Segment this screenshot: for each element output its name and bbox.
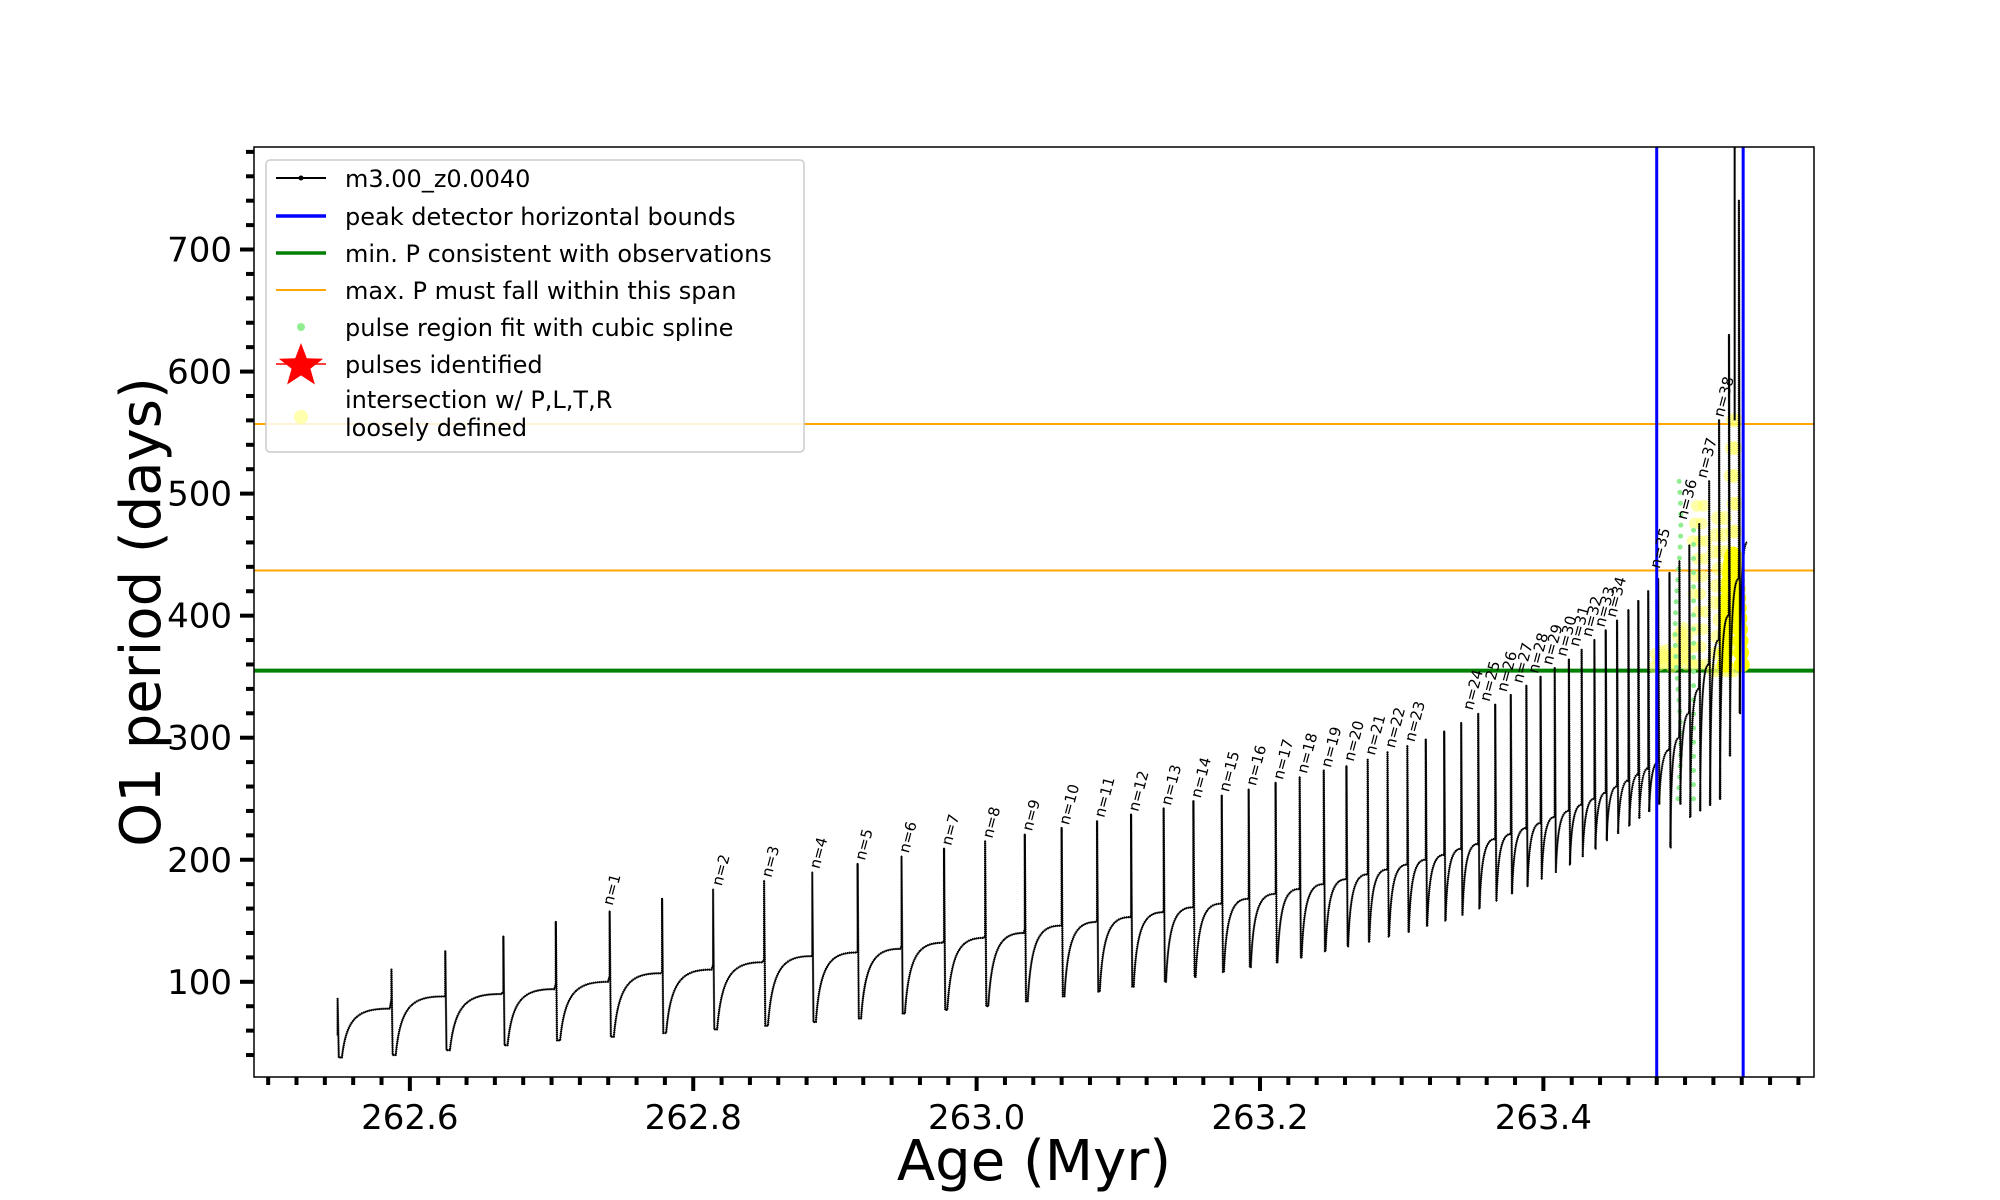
spline-marker: [1677, 544, 1683, 550]
legend-label-min-p: min. P consistent with observations: [345, 240, 772, 268]
y-axis: 100 200 300 400 500 600 700: [167, 149, 254, 1058]
legend-swatch-intersection: [294, 410, 308, 424]
spline-marker: [1691, 598, 1697, 604]
spline-marker: [1678, 522, 1684, 528]
intersection-marker: [1681, 630, 1694, 643]
spline-marker: [1673, 664, 1679, 670]
x-tick-label: 262.6: [361, 1098, 458, 1138]
spline-marker: [1691, 584, 1697, 590]
intersection-marker: [1728, 524, 1743, 539]
spline-marker: [1691, 683, 1697, 689]
spline-marker: [1676, 555, 1682, 561]
spline-marker: [1674, 588, 1680, 594]
spline-marker: [1676, 478, 1682, 484]
spline-marker: [1691, 782, 1697, 788]
spline-marker: [1672, 632, 1678, 638]
legend-label-peak-bounds: peak detector horizontal bounds: [345, 203, 736, 231]
legend-label-max-p: max. P must fall within this span: [345, 277, 736, 305]
x-tick-label: 263.2: [1211, 1098, 1308, 1138]
y-tick-label: 400: [167, 597, 232, 637]
spline-marker: [1691, 541, 1697, 547]
spline-marker: [1691, 555, 1697, 561]
y-tick-label: 200: [167, 841, 232, 881]
spline-marker: [1691, 767, 1697, 773]
spline-marker: [1677, 489, 1683, 495]
x-tick-label: 262.8: [645, 1098, 742, 1138]
legend-swatch-series-point: [298, 175, 304, 181]
spline-marker: [1691, 640, 1697, 646]
vertical-bound-lines: [1655, 147, 1745, 1077]
legend: m3.00_z0.0040 peak detector horizontal b…: [265, 159, 805, 453]
spline-marker: [1691, 669, 1697, 675]
y-tick-label: 600: [167, 353, 232, 393]
spline-marker: [1672, 621, 1678, 627]
intersection-marker: [1698, 552, 1711, 565]
legend-label-spline: pulse region fit with cubic spline: [345, 314, 733, 342]
legend-label-pulses: pulses identified: [345, 351, 543, 379]
intersection-marker: [1695, 517, 1708, 530]
legend-label-series: m3.00_z0.0040: [345, 165, 530, 193]
intersection-marker: [1729, 413, 1744, 428]
y-tick-label: 300: [167, 719, 232, 759]
intersection-marker: [1696, 570, 1709, 583]
x-tick-label: 263.4: [1495, 1098, 1592, 1138]
spline-marker: [1673, 599, 1679, 605]
spline-marker: [1673, 610, 1679, 616]
x-axis: 262.6 262.8 263.0 263.2 263.4: [266, 1077, 1801, 1138]
spline-marker: [1678, 533, 1684, 539]
spline-marker: [1691, 654, 1697, 660]
series-line-m3-00-z0-0040-overlay: [337, 200, 1748, 1059]
spline-marker: [1691, 612, 1697, 618]
legend-swatch-spline: [297, 323, 305, 331]
legend-frame: [265, 159, 805, 453]
spline-marker: [1691, 753, 1697, 759]
spline-marker: [1677, 500, 1683, 506]
spline-marker: [1691, 796, 1697, 802]
spline-marker: [1691, 527, 1697, 533]
intersection-marker: [1697, 499, 1710, 512]
y-tick-label: 500: [167, 475, 232, 515]
legend-label-intersection: intersection w/ P,L,T,R loosely defined: [345, 386, 612, 442]
intersection-marker: [1698, 605, 1711, 618]
x-tick-label: 263.0: [928, 1098, 1025, 1138]
spline-marker: [1691, 570, 1697, 576]
spline-marker: [1673, 653, 1679, 659]
y-tick-label: 100: [167, 963, 232, 1003]
spline-marker: [1691, 626, 1697, 632]
spline-marker: [1678, 511, 1684, 517]
intersection-marker: [1694, 640, 1707, 653]
x-axis-title: Age (Myr): [897, 1129, 1171, 1194]
spline-marker: [1672, 643, 1678, 649]
y-axis-title: O1 period (days): [109, 377, 174, 847]
y-tick-label: 700: [167, 231, 232, 271]
